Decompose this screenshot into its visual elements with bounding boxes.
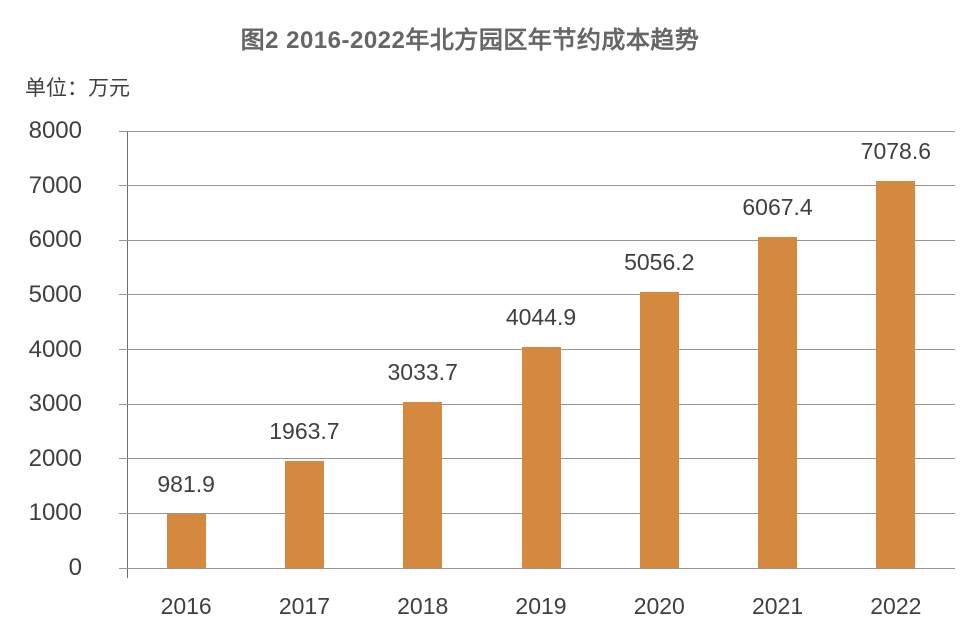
gridline	[119, 294, 955, 296]
bar-2020	[639, 291, 679, 568]
x-axis-label: 2021	[751, 593, 804, 619]
bar-2022	[876, 181, 916, 568]
bar-value-label: 6067.4	[742, 193, 813, 220]
y-axis-label: 2000	[28, 444, 82, 472]
y-axis-label: 6000	[28, 226, 82, 254]
y-axis-label: 8000	[28, 117, 82, 144]
x-axis-label: 2018	[397, 593, 449, 619]
bar-value-label: 3033.7	[387, 359, 458, 386]
bar-value-label: 5056.2	[624, 248, 695, 275]
gridline	[119, 239, 955, 241]
unit-label: 单位：万元	[25, 77, 130, 100]
bar-value-label: 4044.9	[505, 304, 577, 331]
y-axis-label: 0	[68, 554, 82, 581]
y-axis-label: 5000	[28, 280, 82, 308]
bar-value-label: 1963.7	[269, 417, 340, 444]
bar-2017	[284, 460, 324, 568]
plot-area: 0 1000 2000 3000 4000 5000 6000 7000 8000 981.9 20…	[29, 117, 955, 619]
y-axis-label: 4000	[28, 335, 82, 363]
gridline	[119, 185, 955, 187]
gridline	[119, 567, 955, 569]
x-axis-label: 2017	[278, 593, 330, 619]
bar-value-label: 981.9	[157, 471, 215, 498]
bar-value-label: 7078.6	[860, 138, 932, 165]
y-axis-label: 1000	[28, 499, 82, 527]
y-axis-label: 7000	[28, 171, 82, 199]
x-axis-label: 2022	[870, 593, 922, 619]
x-axis-label: 2016	[160, 593, 212, 619]
bar-2016	[166, 514, 206, 568]
x-axis-label: 2019	[515, 593, 567, 619]
bar-2021	[758, 236, 798, 568]
x-axis-label: 2020	[633, 593, 685, 619]
y-axis-line	[127, 131, 128, 578]
chart-title: 图2 2016-2022年北方园区年节约成本趋势	[240, 27, 700, 54]
y-axis-label: 3000	[28, 390, 82, 418]
gridline	[119, 130, 955, 132]
bar-2018	[403, 402, 443, 568]
bar-2019	[521, 347, 561, 568]
